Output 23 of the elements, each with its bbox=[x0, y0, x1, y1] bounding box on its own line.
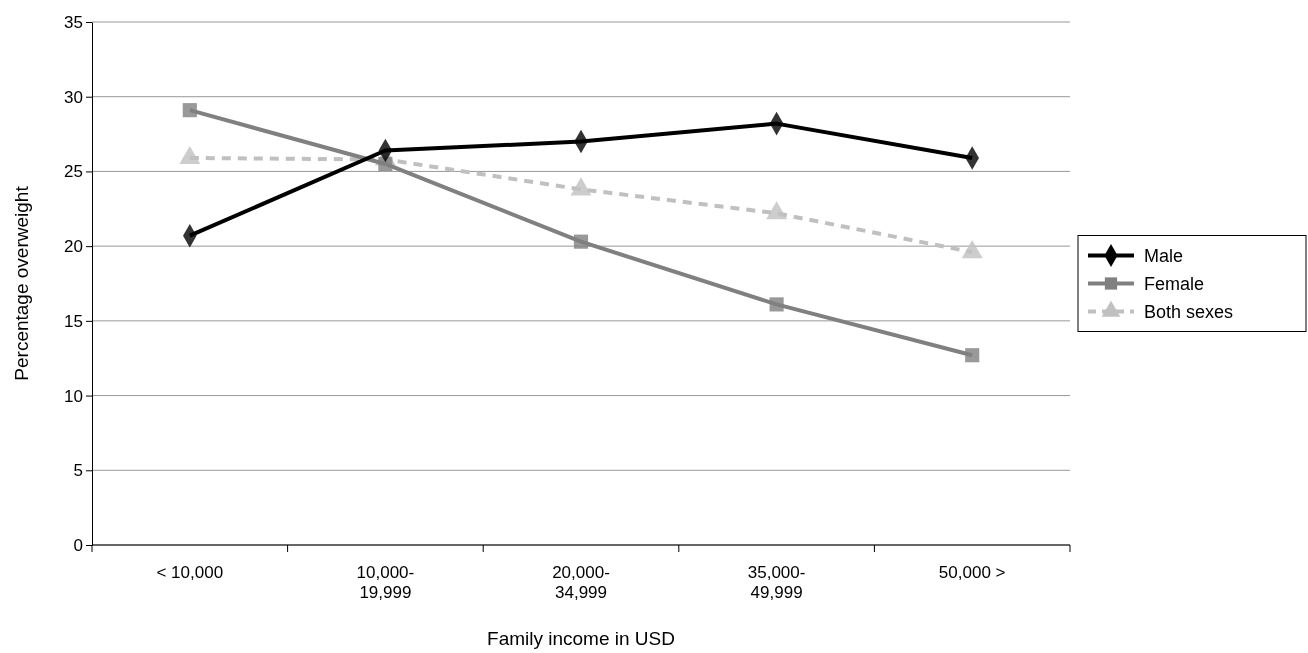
x-tick-label: 35,000- 49,999 bbox=[747, 563, 806, 602]
y-tick-label: 20 bbox=[64, 237, 83, 257]
x-axis-title: Family income in USD bbox=[487, 628, 675, 649]
legend-label: Both sexes bbox=[1144, 301, 1234, 322]
x-tick-label: 50,000 > bbox=[938, 563, 1006, 582]
x-tick-label: 20,000- 34,999 bbox=[552, 563, 610, 602]
y-tick-label: 25 bbox=[64, 162, 83, 182]
y-tick-label: 10 bbox=[64, 386, 83, 406]
point bbox=[378, 156, 393, 172]
y-tick-label: 35 bbox=[64, 12, 83, 32]
point bbox=[182, 103, 197, 118]
legend-label: Female bbox=[1144, 273, 1205, 294]
y-tick-label: 30 bbox=[64, 87, 83, 107]
y-axis-title: Percentage overweight bbox=[11, 185, 32, 381]
legend-label: Male bbox=[1144, 245, 1184, 266]
x-tick-label: < 10,000 bbox=[156, 563, 224, 582]
y-tick-label: 0 bbox=[73, 535, 83, 555]
x-tick-label: 10,000- 19,999 bbox=[356, 563, 415, 602]
point bbox=[965, 348, 980, 363]
y-tick-label: 15 bbox=[64, 311, 83, 331]
point bbox=[769, 297, 784, 312]
point bbox=[573, 234, 589, 249]
y-tick-label: 5 bbox=[73, 461, 83, 481]
